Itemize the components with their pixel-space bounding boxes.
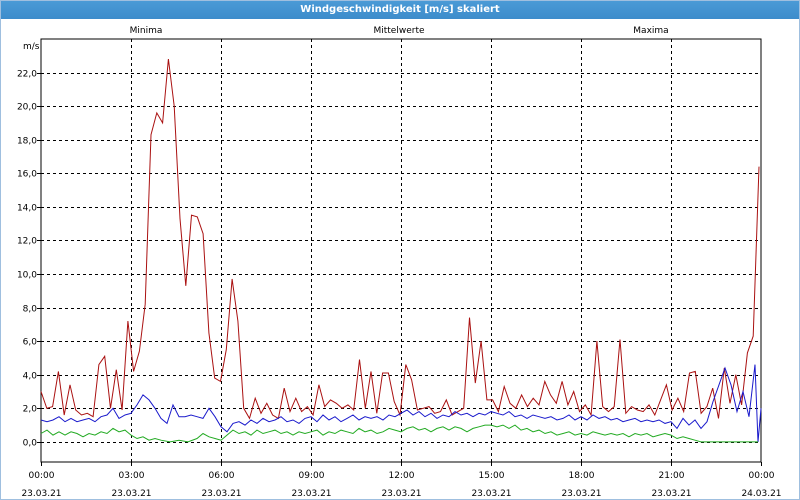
y-tick-label: 12,0 — [17, 237, 37, 247]
x-tick-time-label: 00:00 — [29, 471, 55, 481]
y-tick-label: 22,0 — [17, 70, 37, 80]
series-line-maxima — [40, 59, 760, 420]
x-tick-time-label: 12:00 — [389, 471, 415, 481]
y-tick-label: 18,0 — [17, 137, 37, 147]
x-tick-time-label: 18:00 — [569, 471, 595, 481]
x-tick-date-label: 23.03.21 — [21, 489, 61, 499]
x-tick-date-label: 23.03.21 — [381, 489, 421, 499]
x-tick-date-label: 23.03.21 — [651, 489, 691, 499]
legend-entry: Maxima — [633, 26, 668, 36]
wind-speed-chart: 0,0 2,0 4,0 6,0 8,0 10,0 12,0 14,0 16,0 18,0 20,0 2… — [17, 26, 782, 499]
x-tick-date-label: 23.03.21 — [291, 489, 331, 499]
x-tick-time-label: 00:00 — [749, 471, 775, 481]
series-line-minima — [40, 424, 758, 443]
y-axis-unit: m/s — [23, 42, 40, 52]
y-tick-label: 4,0 — [23, 372, 38, 382]
x-tick-date-label: 23.03.21 — [201, 489, 241, 499]
x-tick-date-label: 23.03.21 — [561, 489, 601, 499]
y-tick-label: 16,0 — [17, 170, 37, 180]
series-line-mittelwerte — [40, 364, 762, 442]
x-tick-time-label: 06:00 — [209, 471, 235, 481]
y-tick-label: 20,0 — [17, 103, 37, 113]
x-tick-date-label: 24.03.21 — [741, 489, 781, 499]
x-tick-time-label: 21:00 — [659, 471, 685, 481]
legend-entry: Minima — [130, 26, 163, 36]
x-tick-time-label: 03:00 — [119, 471, 145, 481]
y-tick-label: 2,0 — [23, 405, 38, 415]
x-tick-time-label: 09:00 — [299, 471, 325, 481]
y-tick-label: 6,0 — [23, 338, 38, 348]
y-tick-label: 10,0 — [17, 271, 37, 281]
legend-entry: Mittelwerte — [373, 26, 424, 36]
y-tick-label: 0,0 — [23, 439, 38, 449]
y-tick-label: 8,0 — [23, 305, 38, 315]
window-title: Windgeschwindigkeit [m/s] skaliert — [1, 1, 799, 19]
x-tick-date-label: 23.03.21 — [111, 489, 151, 499]
x-tick-date-label: 23.03.21 — [471, 489, 511, 499]
x-tick-time-label: 15:00 — [479, 471, 505, 481]
y-tick-label: 14,0 — [17, 204, 37, 214]
